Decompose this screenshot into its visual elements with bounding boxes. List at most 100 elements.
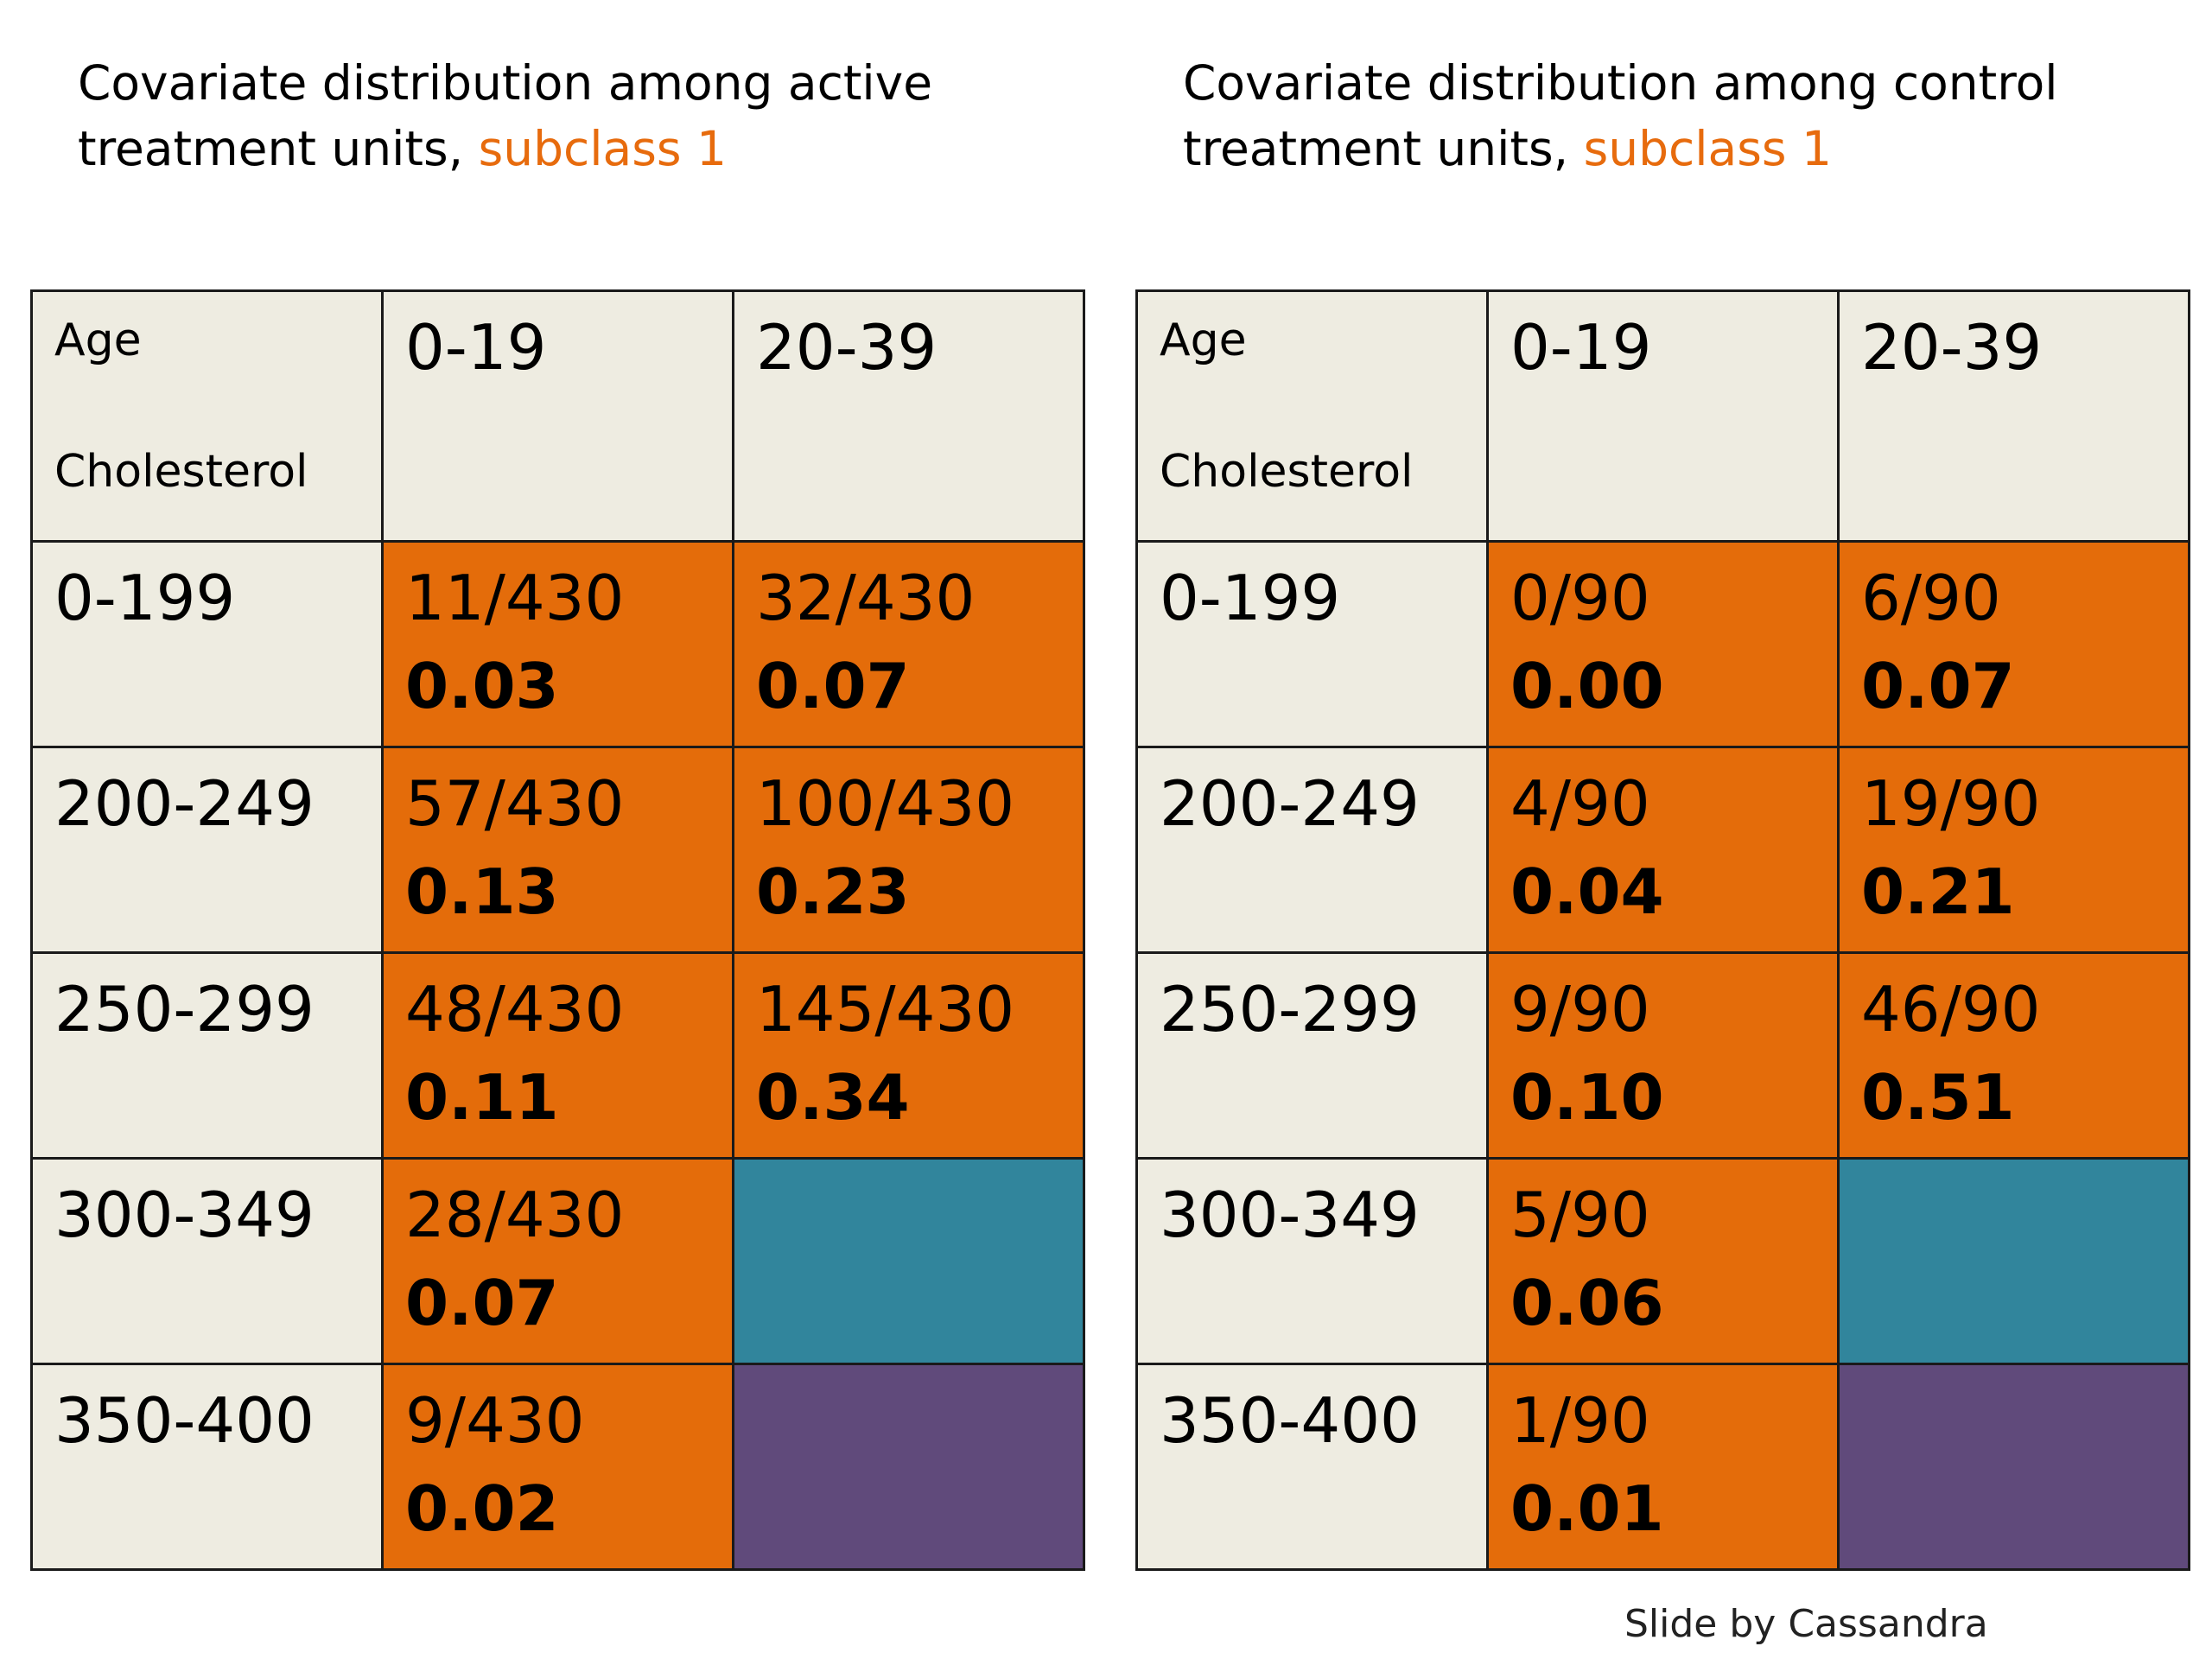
table-cell: 9/90 0.10	[1486, 951, 1840, 1160]
table-cell: 145/430 0.34	[732, 951, 1085, 1160]
cholesterol-row-header: 300-349	[1135, 1157, 1489, 1365]
empty-purple-cell	[1837, 1363, 2190, 1571]
age-axis-label: Age	[54, 315, 142, 366]
table-cell: 5/90 0.06	[1486, 1157, 1840, 1365]
cell-proportion: 0.02	[405, 1472, 559, 1545]
cholesterol-axis-label: Cholesterol	[1160, 446, 1414, 498]
cell-count: 11/430	[405, 562, 625, 634]
cell-proportion: 0.34	[756, 1061, 910, 1134]
table-row: 250-299 9/90 0.10 46/90 0.51	[1135, 951, 2190, 1160]
table-cell: 46/90 0.51	[1837, 951, 2190, 1160]
cholesterol-row-header: 0-199	[1135, 540, 1489, 748]
table-cell: 19/90 0.21	[1837, 746, 2190, 954]
table-header-row: Age Cholesterol 0-19 20-39	[1135, 289, 2190, 543]
cell-count: 6/90	[1861, 562, 2001, 634]
slide-credit: Slide by Cassandra	[1624, 1602, 1988, 1646]
cholesterol-row-label: 0-199	[1160, 562, 1341, 634]
cholesterol-row-label: 350-400	[54, 1384, 315, 1457]
cell-count: 5/90	[1510, 1179, 1650, 1251]
cell-count: 57/430	[405, 767, 625, 840]
age-column-header: 0-19	[381, 289, 734, 543]
cholesterol-axis-label: Cholesterol	[54, 446, 308, 498]
table-cell: 6/90 0.07	[1837, 540, 2190, 748]
cholesterol-row-label: 350-400	[1160, 1384, 1420, 1457]
table-row: 350-400 9/430 0.02	[30, 1363, 1085, 1571]
active-subclass-label: subclass 1	[478, 121, 728, 176]
table-cell: 4/90 0.04	[1486, 746, 1840, 954]
table-cell: 100/430 0.23	[732, 746, 1085, 954]
table-cell: 48/430 0.11	[381, 951, 734, 1160]
cell-proportion: 0.23	[756, 855, 910, 928]
control-subclass-label: subclass 1	[1583, 121, 1833, 176]
cholesterol-row-header: 250-299	[1135, 951, 1489, 1160]
table-row: 350-400 1/90 0.01	[1135, 1363, 2190, 1571]
table-cell: 57/430 0.13	[381, 746, 734, 954]
cholesterol-row-label: 300-349	[54, 1179, 315, 1251]
table-cell: 0/90 0.00	[1486, 540, 1840, 748]
cell-proportion: 0.07	[1861, 650, 2015, 722]
table-cell: 9/430 0.02	[381, 1363, 734, 1571]
cell-count: 9/90	[1510, 973, 1650, 1046]
cell-count: 48/430	[405, 973, 625, 1046]
cell-count: 4/90	[1510, 767, 1650, 840]
age-column-header: 0-19	[1486, 289, 1840, 543]
active-caption: Covariate distribution among active trea…	[78, 50, 932, 181]
cell-count: 28/430	[405, 1179, 625, 1251]
active-caption-line1: Covariate distribution among active	[78, 55, 933, 111]
control-distribution-table: Age Cholesterol 0-19 20-39 0-199 0/90 0.0…	[1135, 289, 2190, 1571]
table-row: 200-249 57/430 0.13 100/430 0.23	[30, 746, 1085, 954]
table-header-row: Age Cholesterol 0-19 20-39	[30, 289, 1085, 543]
table-row: 0-199 0/90 0.00 6/90 0.07	[1135, 540, 2190, 748]
cell-proportion: 0.00	[1510, 650, 1664, 722]
age-column-label: 20-39	[756, 311, 938, 384]
cell-count: 9/430	[405, 1384, 585, 1457]
cell-proportion: 0.06	[1510, 1267, 1664, 1339]
control-caption-prefix: treatment units,	[1183, 121, 1584, 176]
table-row: 300-349 5/90 0.06	[1135, 1157, 2190, 1365]
cell-count: 19/90	[1861, 767, 2041, 840]
table-cell: 11/430 0.03	[381, 540, 734, 748]
empty-teal-cell	[732, 1157, 1085, 1365]
cholesterol-row-label: 0-199	[54, 562, 236, 634]
cell-count: 1/90	[1510, 1384, 1650, 1457]
age-column-header: 20-39	[732, 289, 1085, 543]
cell-proportion: 0.11	[405, 1061, 559, 1134]
cell-proportion: 0.07	[405, 1267, 559, 1339]
cholesterol-row-header: 300-349	[30, 1157, 384, 1365]
table-cell: 32/430 0.07	[732, 540, 1085, 748]
active-caption-prefix: treatment units,	[78, 121, 479, 176]
cell-proportion: 0.21	[1861, 855, 2015, 928]
table-row: 250-299 48/430 0.11 145/430 0.34	[30, 951, 1085, 1160]
table-row: 0-199 11/430 0.03 32/430 0.07	[30, 540, 1085, 748]
empty-teal-cell	[1837, 1157, 2190, 1365]
cell-proportion: 0.01	[1510, 1472, 1664, 1545]
cholesterol-row-label: 250-299	[1160, 973, 1420, 1046]
age-column-header: 20-39	[1837, 289, 2190, 543]
age-axis-label: Age	[1160, 315, 1247, 366]
cell-proportion: 0.03	[405, 650, 559, 722]
cell-count: 32/430	[756, 562, 976, 634]
control-caption-line1: Covariate distribution among control	[1183, 55, 2058, 111]
cholesterol-row-label: 200-249	[1160, 767, 1420, 840]
cell-count: 100/430	[756, 767, 1015, 840]
table-row: 300-349 28/430 0.07	[30, 1157, 1085, 1365]
axis-corner-cell: Age Cholesterol	[1135, 289, 1489, 543]
table-row: 200-249 4/90 0.04 19/90 0.21	[1135, 746, 2190, 954]
cell-proportion: 0.07	[756, 650, 910, 722]
age-column-label: 20-39	[1861, 311, 2043, 384]
cholesterol-row-header: 350-400	[1135, 1363, 1489, 1571]
active-caption-line2: treatment units, subclass 1	[78, 116, 932, 181]
table-cell: 28/430 0.07	[381, 1157, 734, 1365]
control-caption: Covariate distribution among control tre…	[1183, 50, 2058, 181]
axis-corner-cell: Age Cholesterol	[30, 289, 384, 543]
cholesterol-row-label: 200-249	[54, 767, 315, 840]
cholesterol-row-header: 250-299	[30, 951, 384, 1160]
cell-proportion: 0.04	[1510, 855, 1664, 928]
control-caption-line2: treatment units, subclass 1	[1183, 116, 2058, 181]
cell-count: 46/90	[1861, 973, 2041, 1046]
empty-purple-cell	[732, 1363, 1085, 1571]
cell-proportion: 0.51	[1861, 1061, 2015, 1134]
cell-count: 145/430	[756, 973, 1015, 1046]
age-column-label: 0-19	[405, 311, 547, 384]
